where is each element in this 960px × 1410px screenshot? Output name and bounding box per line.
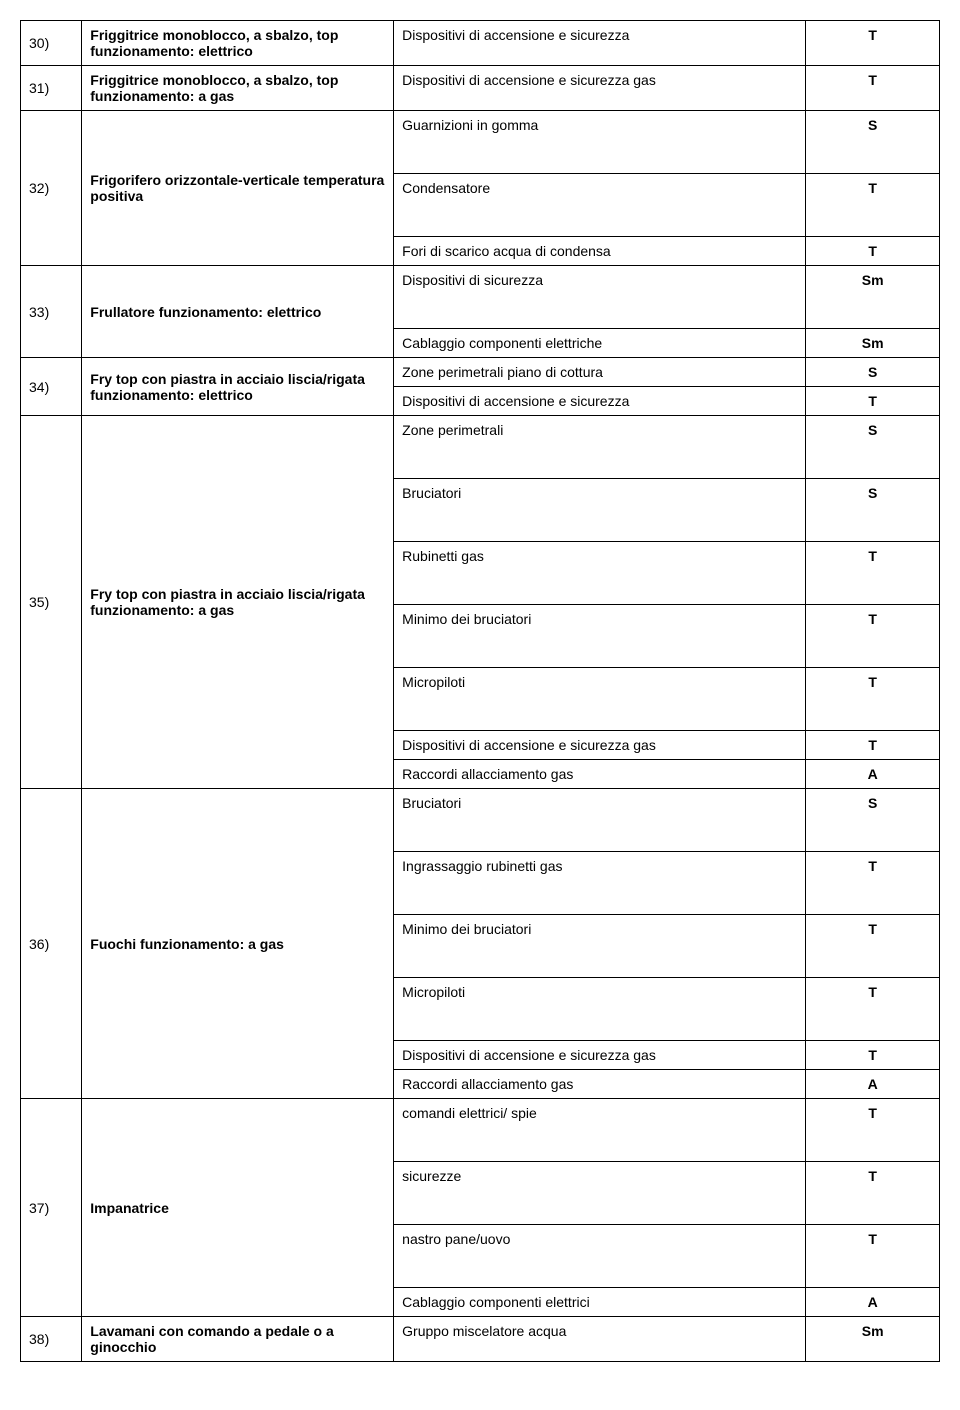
code-cell: T xyxy=(806,852,940,915)
code-cell: T xyxy=(806,174,940,237)
table-row: 36) Fuochi funzionamento: a gas Bruciato… xyxy=(21,789,940,852)
operation-desc: Guarnizioni in gomma xyxy=(394,111,806,174)
code-cell: T xyxy=(806,978,940,1041)
code-cell: T xyxy=(806,1099,940,1162)
code-cell: T xyxy=(806,237,940,266)
operation-desc: Zone perimetrali piano di cottura xyxy=(394,358,806,387)
operation-desc: Raccordi allacciamento gas xyxy=(394,1070,806,1099)
operation-desc: Minimo dei bruciatori xyxy=(394,915,806,978)
row-number: 30) xyxy=(21,21,82,66)
code-cell: Sm xyxy=(806,1317,940,1362)
code-cell: T xyxy=(806,668,940,731)
code-cell: A xyxy=(806,1288,940,1317)
operation-desc: Dispositivi di accensione e sicurezza xyxy=(394,21,806,66)
table-row: 35) Fry top con piastra in acciaio lisci… xyxy=(21,416,940,479)
code-cell: A xyxy=(806,760,940,789)
equipment-name: Friggitrice monoblocco, a sbalzo, top fu… xyxy=(82,66,394,111)
operation-desc: Cablaggio componenti elettrici xyxy=(394,1288,806,1317)
operation-desc: Bruciatori xyxy=(394,479,806,542)
equipment-name: Impanatrice xyxy=(82,1099,394,1317)
row-number: 36) xyxy=(21,789,82,1099)
row-number: 37) xyxy=(21,1099,82,1317)
row-number: 38) xyxy=(21,1317,82,1362)
operation-desc: Dispositivi di accensione e sicurezza ga… xyxy=(394,731,806,760)
operation-desc: Gruppo miscelatore acqua xyxy=(394,1317,806,1362)
operation-desc: Dispositivi di accensione e sicurezza xyxy=(394,387,806,416)
code-cell: S xyxy=(806,479,940,542)
code-cell: S xyxy=(806,416,940,479)
operation-desc: Micropiloti xyxy=(394,668,806,731)
code-cell: T xyxy=(806,915,940,978)
code-cell: S xyxy=(806,789,940,852)
operation-desc: Micropiloti xyxy=(394,978,806,1041)
code-cell: T xyxy=(806,21,940,66)
operation-desc: Dispositivi di accensione e sicurezza ga… xyxy=(394,1041,806,1070)
operation-desc: nastro pane/uovo xyxy=(394,1225,806,1288)
code-cell: T xyxy=(806,66,940,111)
row-number: 34) xyxy=(21,358,82,416)
code-cell: S xyxy=(806,358,940,387)
equipment-name: Frigorifero orizzontale-verticale temper… xyxy=(82,111,394,266)
operation-desc: Raccordi allacciamento gas xyxy=(394,760,806,789)
equipment-table: 30) Friggitrice monoblocco, a sbalzo, to… xyxy=(20,20,940,1362)
operation-desc: Dispositivi di sicurezza xyxy=(394,266,806,329)
table-row: 34) Fry top con piastra in acciaio lisci… xyxy=(21,358,940,387)
code-cell: T xyxy=(806,387,940,416)
row-number: 31) xyxy=(21,66,82,111)
code-cell: T xyxy=(806,605,940,668)
operation-desc: Minimo dei bruciatori xyxy=(394,605,806,668)
equipment-name: Frullatore funzionamento: elettrico xyxy=(82,266,394,358)
code-cell: T xyxy=(806,1225,940,1288)
equipment-name: Friggitrice monoblocco, a sbalzo, top fu… xyxy=(82,21,394,66)
code-cell: A xyxy=(806,1070,940,1099)
code-cell: T xyxy=(806,1041,940,1070)
table-row: 32) Frigorifero orizzontale-verticale te… xyxy=(21,111,940,174)
code-cell: T xyxy=(806,542,940,605)
equipment-name: Fry top con piastra in acciaio liscia/ri… xyxy=(82,358,394,416)
row-number: 35) xyxy=(21,416,82,789)
code-cell: Sm xyxy=(806,329,940,358)
operation-desc: Rubinetti gas xyxy=(394,542,806,605)
operation-desc: comandi elettrici/ spie xyxy=(394,1099,806,1162)
operation-desc: Dispositivi di accensione e sicurezza ga… xyxy=(394,66,806,111)
row-number: 32) xyxy=(21,111,82,266)
table-row: 38) Lavamani con comando a pedale o a gi… xyxy=(21,1317,940,1362)
table-row: 33) Frullatore funzionamento: elettrico … xyxy=(21,266,940,329)
code-cell: T xyxy=(806,731,940,760)
code-cell: S xyxy=(806,111,940,174)
operation-desc: Ingrassaggio rubinetti gas xyxy=(394,852,806,915)
code-cell: T xyxy=(806,1162,940,1225)
equipment-name: Fuochi funzionamento: a gas xyxy=(82,789,394,1099)
operation-desc: Condensatore xyxy=(394,174,806,237)
equipment-name: Fry top con piastra in acciaio liscia/ri… xyxy=(82,416,394,789)
equipment-name: Lavamani con comando a pedale o a ginocc… xyxy=(82,1317,394,1362)
operation-desc: Fori di scarico acqua di condensa xyxy=(394,237,806,266)
table-row: 30) Friggitrice monoblocco, a sbalzo, to… xyxy=(21,21,940,66)
operation-desc: sicurezze xyxy=(394,1162,806,1225)
operation-desc: Cablaggio componenti elettriche xyxy=(394,329,806,358)
operation-desc: Bruciatori xyxy=(394,789,806,852)
operation-desc: Zone perimetrali xyxy=(394,416,806,479)
row-number: 33) xyxy=(21,266,82,358)
code-cell: Sm xyxy=(806,266,940,329)
table-row: 37) Impanatrice comandi elettrici/ spie … xyxy=(21,1099,940,1162)
table-row: 31) Friggitrice monoblocco, a sbalzo, to… xyxy=(21,66,940,111)
